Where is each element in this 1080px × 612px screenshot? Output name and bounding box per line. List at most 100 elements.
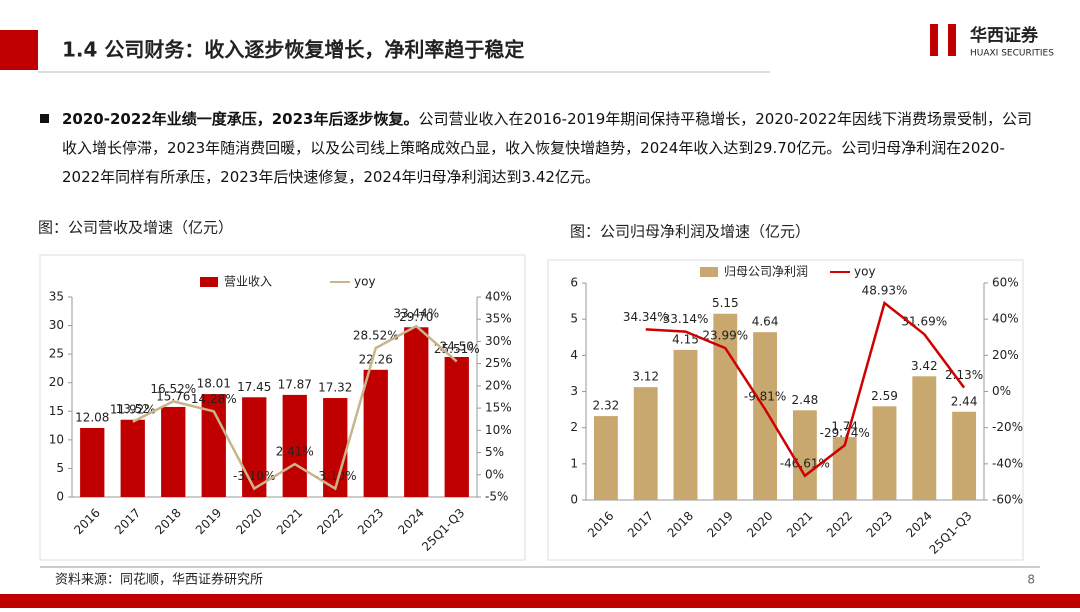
body-bold: 2020-2022年业绩一度承压，2023年后逐步恢复。 — [62, 110, 419, 128]
bar — [792, 410, 817, 500]
bar-label: 18.01 — [197, 377, 231, 391]
y-tick-label: 15% — [485, 401, 512, 415]
y-tick-label: 35% — [485, 312, 512, 326]
y-tick-label: 10 — [49, 432, 64, 446]
bar — [120, 419, 145, 497]
bar — [753, 332, 778, 500]
bar-label: 2.44 — [951, 394, 978, 408]
line-label: 11.92% — [110, 402, 156, 416]
bar-label: 17.87 — [278, 377, 312, 391]
chart-title: 图：公司营收及增速（亿元） — [38, 219, 233, 237]
bar-label: 22.26 — [359, 352, 393, 366]
y-tick-label: 40% — [485, 290, 512, 304]
y-tick-label: 0 — [56, 490, 64, 504]
y-tick-label: -40% — [992, 456, 1023, 470]
bar-label: 2.32 — [593, 399, 620, 413]
bar-label: 29.70 — [399, 310, 433, 324]
logo-cn: 华西证券 — [970, 25, 1039, 46]
bullet — [40, 114, 49, 123]
chart-title: 图：公司归母净利润及增速（亿元） — [570, 223, 810, 241]
line-label: -9.81% — [744, 390, 786, 404]
y-tick-label: 5% — [485, 445, 504, 459]
y-tick-label: 25% — [485, 356, 512, 370]
line — [645, 300, 966, 478]
bar-label: 2.48 — [792, 393, 819, 407]
y-tick-label: 6 — [570, 276, 578, 290]
bar-label: 2.59 — [871, 389, 898, 403]
bar — [713, 313, 738, 500]
bar-label: 13.52 — [116, 402, 150, 416]
y-tick-label: 0% — [992, 384, 1011, 398]
bar — [633, 387, 658, 500]
bar-label: 4.64 — [752, 315, 779, 329]
line-label: 34.34% — [623, 310, 669, 324]
chart-frame — [39, 254, 526, 561]
bar-label: 3.12 — [632, 370, 659, 384]
y-tick-label: -5% — [485, 490, 508, 504]
legend-label: 归母公司净利润 — [724, 265, 808, 279]
footer-bar — [0, 594, 1080, 608]
bar — [912, 376, 937, 500]
bar — [832, 437, 857, 500]
line-label: 33.44% — [393, 307, 439, 321]
y-tick-label: 40% — [992, 312, 1019, 326]
line-label: 16.52% — [150, 382, 196, 396]
line — [132, 324, 458, 491]
line-label: -29.74% — [820, 426, 870, 440]
y-tick-label: 20 — [49, 375, 64, 389]
legend-label: yoy — [354, 275, 376, 289]
bar-label: 4.15 — [672, 332, 699, 346]
bar — [872, 406, 897, 500]
y-tick-label: -20% — [992, 420, 1023, 434]
bar — [323, 398, 348, 497]
y-tick-label: 20% — [485, 378, 512, 392]
y-tick-label: 30% — [485, 334, 512, 348]
footer-source: 资料来源：同花顺，华西证券研究所 — [55, 572, 263, 588]
legend-swatch — [700, 267, 718, 277]
y-tick-label: 20% — [992, 348, 1019, 362]
y-tick-label: 2 — [570, 420, 578, 434]
legend-label: 营业收入 — [224, 275, 272, 289]
y-tick-label: 30 — [49, 318, 64, 332]
y-tick-label: 0 — [570, 493, 578, 507]
bar — [80, 427, 105, 497]
body-text: 2020-2022年业绩一度承压，2023年后逐步恢复。公司营业收入在2016-… — [62, 105, 1032, 192]
y-tick-label: 0% — [485, 467, 504, 481]
body-rest: 公司营业收入在2016-2019年期间保持平稳增长，2020-2022年因线下消… — [62, 110, 1032, 186]
line-label: 14.28% — [191, 392, 237, 406]
line-label: 28.52% — [353, 329, 399, 343]
y-tick-label: 1 — [570, 456, 578, 470]
y-tick-label: 15 — [49, 404, 64, 418]
header-accent — [0, 30, 38, 70]
y-tick-label: 5 — [56, 461, 64, 475]
y-tick-label: 25 — [49, 347, 64, 361]
line-label: -3.10% — [314, 469, 356, 483]
y-tick-label: 10% — [485, 423, 512, 437]
bar — [161, 406, 186, 497]
bar-label: 17.45 — [237, 380, 271, 394]
logo-icon — [930, 24, 938, 56]
line-label: 48.93% — [862, 284, 908, 298]
bar — [404, 327, 429, 497]
bar-label: 15.76 — [156, 389, 190, 403]
legend-swatch — [200, 277, 218, 287]
legend-label: yoy — [854, 265, 876, 279]
bar — [444, 357, 469, 497]
bar-label: 12.08 — [75, 410, 109, 424]
bar-label: 3.42 — [911, 359, 938, 373]
bar — [282, 394, 307, 497]
y-tick-label: -60% — [992, 493, 1023, 507]
bar — [673, 349, 698, 500]
page-number: 8 — [1027, 573, 1035, 587]
line-label: 33.14% — [663, 312, 709, 326]
y-tick-label: 3 — [570, 384, 578, 398]
bar-label: 5.15 — [712, 296, 739, 310]
line-label: 2.13% — [945, 368, 983, 382]
bar-label: 24.50 — [440, 340, 474, 354]
chart-frame — [547, 259, 1024, 561]
bar — [952, 411, 977, 500]
y-tick-label: 4 — [570, 348, 578, 362]
bar — [593, 416, 618, 500]
